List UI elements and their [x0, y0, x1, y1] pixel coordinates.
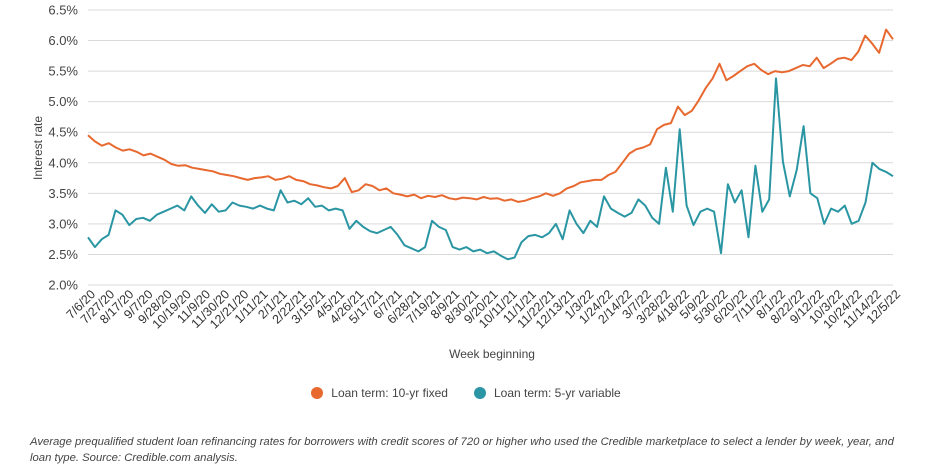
y-tick-label: 2.5% — [48, 247, 78, 262]
series-line-10yr-fixed — [87, 28, 894, 203]
y-tick-label: 4.0% — [48, 155, 78, 170]
y-tick-label: 5.5% — [48, 64, 78, 79]
y-tick-label: 6.0% — [48, 33, 78, 48]
y-tick-label: 3.5% — [48, 186, 78, 201]
chart-caption: Average prequalified student loan refina… — [30, 436, 894, 464]
legend-swatch-fixed — [311, 387, 324, 399]
y-tick-label: 3.0% — [48, 216, 78, 231]
y-tick-label: 6.5% — [48, 3, 78, 18]
y-axis-ticks: 2.0% 2.5% 3.0% 3.5% 4.0% 4.5% 5.0% 5.5% 6.0% 6.5% — [48, 3, 78, 293]
y-tick-label: 5.0% — [48, 94, 78, 109]
legend-label-variable: Loan term: 5-yr variable — [493, 386, 621, 400]
legend-item-variable: Loan term: 5-yr variable — [473, 386, 621, 400]
x-axis-ticks: 7/6/207/27/208/17/209/7/209/28/2010/19/2… — [64, 287, 904, 331]
gridlines — [88, 9, 893, 286]
series-lines — [87, 28, 894, 261]
legend: Loan term: 10-yr fixed Loan term: 5-yr v… — [0, 386, 932, 400]
y-tick-label: 2.0% — [48, 278, 78, 293]
legend-item-fixed: Loan term: 10-yr fixed — [311, 386, 448, 400]
legend-swatch-variable — [473, 387, 486, 399]
y-tick-label: 4.5% — [48, 125, 78, 140]
legend-label-fixed: Loan term: 10-yr fixed — [331, 386, 448, 400]
y-axis-title: Interest rate — [31, 116, 45, 180]
x-axis-title: Week beginning — [449, 347, 535, 361]
series-line-5yr-variable — [87, 77, 894, 261]
